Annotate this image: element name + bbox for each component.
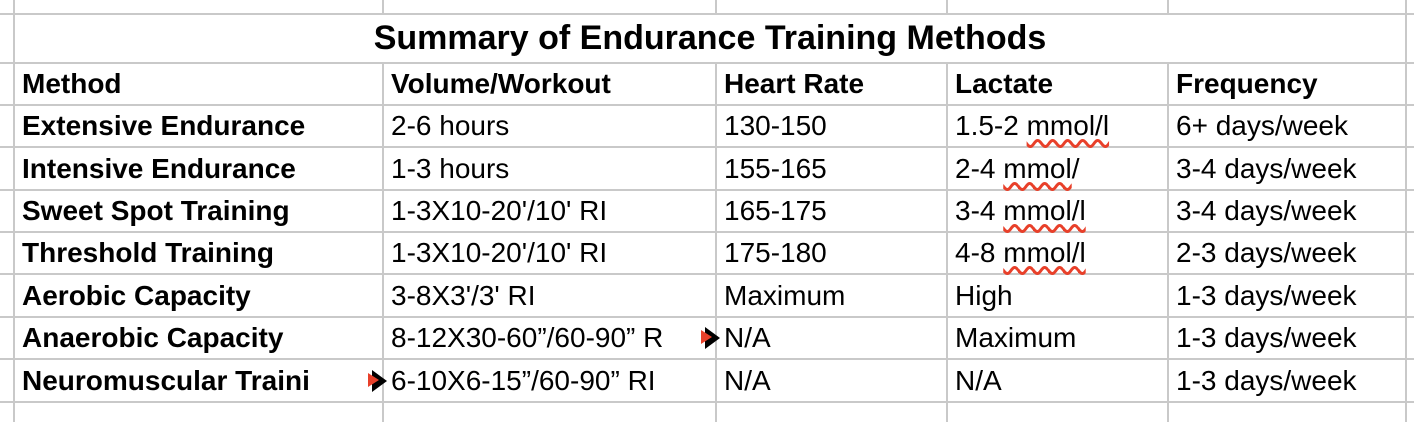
table-row: Anaerobic Capacity 8-12X30-60”/60-90” R N/… xyxy=(0,317,1414,359)
table-cell[interactable]: 175-180 xyxy=(724,237,827,268)
header-cell-heart-rate[interactable]: Heart Rate xyxy=(724,68,865,99)
table-row: Threshold Training 1-3X10-20'/10' RI 175-1… xyxy=(0,232,1414,274)
gridline xyxy=(382,0,384,14)
table-row: Neuromuscular Traini 6-10X6-15”/60-90” RI… xyxy=(0,359,1414,402)
gridline xyxy=(0,358,1414,360)
table-title-cell[interactable]: Summary of Endurance Training Methods xyxy=(373,19,1047,57)
table-cell[interactable]: Intensive Endurance xyxy=(22,153,296,184)
header-cell-volume-workout[interactable]: Volume/Workout xyxy=(391,68,611,99)
cell-text: 2-4 xyxy=(955,153,1004,184)
table-cell[interactable]: 165-175 xyxy=(724,195,827,226)
table-cell[interactable]: Maximum xyxy=(724,280,846,311)
table-cell[interactable]: 4-8 mmol/l xyxy=(947,232,1168,274)
gridline xyxy=(0,401,1414,403)
table-cell[interactable]: 3-4 days/week xyxy=(1176,153,1357,184)
gridline xyxy=(946,62,948,422)
table-row: Intensive Endurance 1-3 hours 155-165 2-4 m… xyxy=(0,147,1414,190)
cell-text: 4-8 xyxy=(955,237,1004,268)
cell-text: 1.5-2 xyxy=(955,110,1027,141)
table-cell[interactable]: 6-10X6-15”/60-90” RI xyxy=(391,365,656,396)
gridline xyxy=(0,231,1414,233)
table-cell[interactable]: N/A xyxy=(955,365,1002,396)
table-cell[interactable]: 1-3 hours xyxy=(391,153,510,184)
gridline xyxy=(715,0,717,14)
misspelled-text: mmol/l xyxy=(1026,110,1110,141)
gridline xyxy=(0,13,1414,15)
table-cell[interactable]: 155-165 xyxy=(724,153,827,184)
table-cell[interactable]: High xyxy=(955,280,1013,311)
misspelled-text: mmol/l xyxy=(1003,195,1086,226)
table-cell[interactable]: 3-4 mmol/l xyxy=(947,190,1168,232)
table-cell[interactable]: 1-3 days/week xyxy=(1176,280,1357,311)
table-cell[interactable]: 3-4 days/week xyxy=(1176,195,1357,226)
table-cell[interactable]: Neuromuscular Traini xyxy=(22,365,310,396)
gridline xyxy=(0,62,1414,64)
gridline xyxy=(1405,0,1407,422)
table-cell[interactable]: 6+ days/week xyxy=(1176,110,1348,141)
overflow-arrow-red-triangle xyxy=(701,330,712,344)
table-cell[interactable]: Maximum xyxy=(955,322,1077,353)
table-cell[interactable]: 8-12X30-60”/60-90” R xyxy=(391,322,664,353)
cell-text: / xyxy=(1071,153,1080,184)
misspelled-text: mmol/l xyxy=(1003,237,1086,268)
misspelled-text: mmol xyxy=(1003,153,1072,184)
table-cell[interactable]: N/A xyxy=(724,322,771,353)
gridline xyxy=(946,0,948,14)
table-cell[interactable]: Sweet Spot Training xyxy=(22,195,290,226)
header-cell-method[interactable]: Method xyxy=(22,68,122,99)
gridline xyxy=(0,146,1414,148)
gridline xyxy=(715,62,717,422)
table-cell[interactable]: Aerobic Capacity xyxy=(22,280,251,311)
header-row: Method Volume/Workout Heart Rate Lactate Fre… xyxy=(0,63,1414,105)
gridline xyxy=(1167,0,1169,14)
header-cell-lactate[interactable]: Lactate xyxy=(955,68,1054,99)
table-cell[interactable]: 1-3 days/week xyxy=(1176,365,1357,396)
table-cell[interactable]: 2-4 mmol/ xyxy=(947,147,1168,190)
gridline xyxy=(1167,62,1169,422)
table-cell[interactable]: N/A xyxy=(724,365,771,396)
gridline xyxy=(382,62,384,422)
table-cell[interactable]: 3-8X3'/3' RI xyxy=(391,280,536,311)
table-cell[interactable]: Threshold Training xyxy=(22,237,275,268)
gridline xyxy=(13,0,15,422)
table-cell[interactable]: 1-3 days/week xyxy=(1176,322,1357,353)
gridline xyxy=(0,316,1414,318)
table-row: Extensive Endurance 2-6 hours 130-150 1.5-2… xyxy=(0,105,1414,147)
table-row: Sweet Spot Training 1-3X10-20'/10' RI 165-… xyxy=(0,190,1414,232)
table-cell[interactable]: 2-6 hours xyxy=(391,110,510,141)
table-cell[interactable]: 1-3X10-20'/10' RI xyxy=(391,195,608,226)
overflow-arrow-red-triangle xyxy=(368,372,379,387)
cell-text: 3-4 xyxy=(955,195,1004,226)
table-cell[interactable]: 2-3 days/week xyxy=(1176,237,1357,268)
text-overflow-arrow-icon xyxy=(367,368,387,394)
gridline xyxy=(0,189,1414,191)
gridline xyxy=(0,273,1414,275)
table-cell[interactable]: Extensive Endurance xyxy=(22,110,306,141)
gridline xyxy=(0,104,1414,106)
text-overflow-arrow-icon xyxy=(700,325,720,351)
table-cell[interactable]: 130-150 xyxy=(724,110,827,141)
table-row: Aerobic Capacity 3-8X3'/3' RI Maximum High 1… xyxy=(0,274,1414,317)
table-cell[interactable]: 1-3X10-20'/10' RI xyxy=(391,237,608,268)
header-cell-frequency[interactable]: Frequency xyxy=(1176,68,1318,99)
table-cell[interactable]: 1.5-2 mmol/l xyxy=(947,105,1168,147)
table-cell[interactable]: Anaerobic Capacity xyxy=(22,322,284,353)
